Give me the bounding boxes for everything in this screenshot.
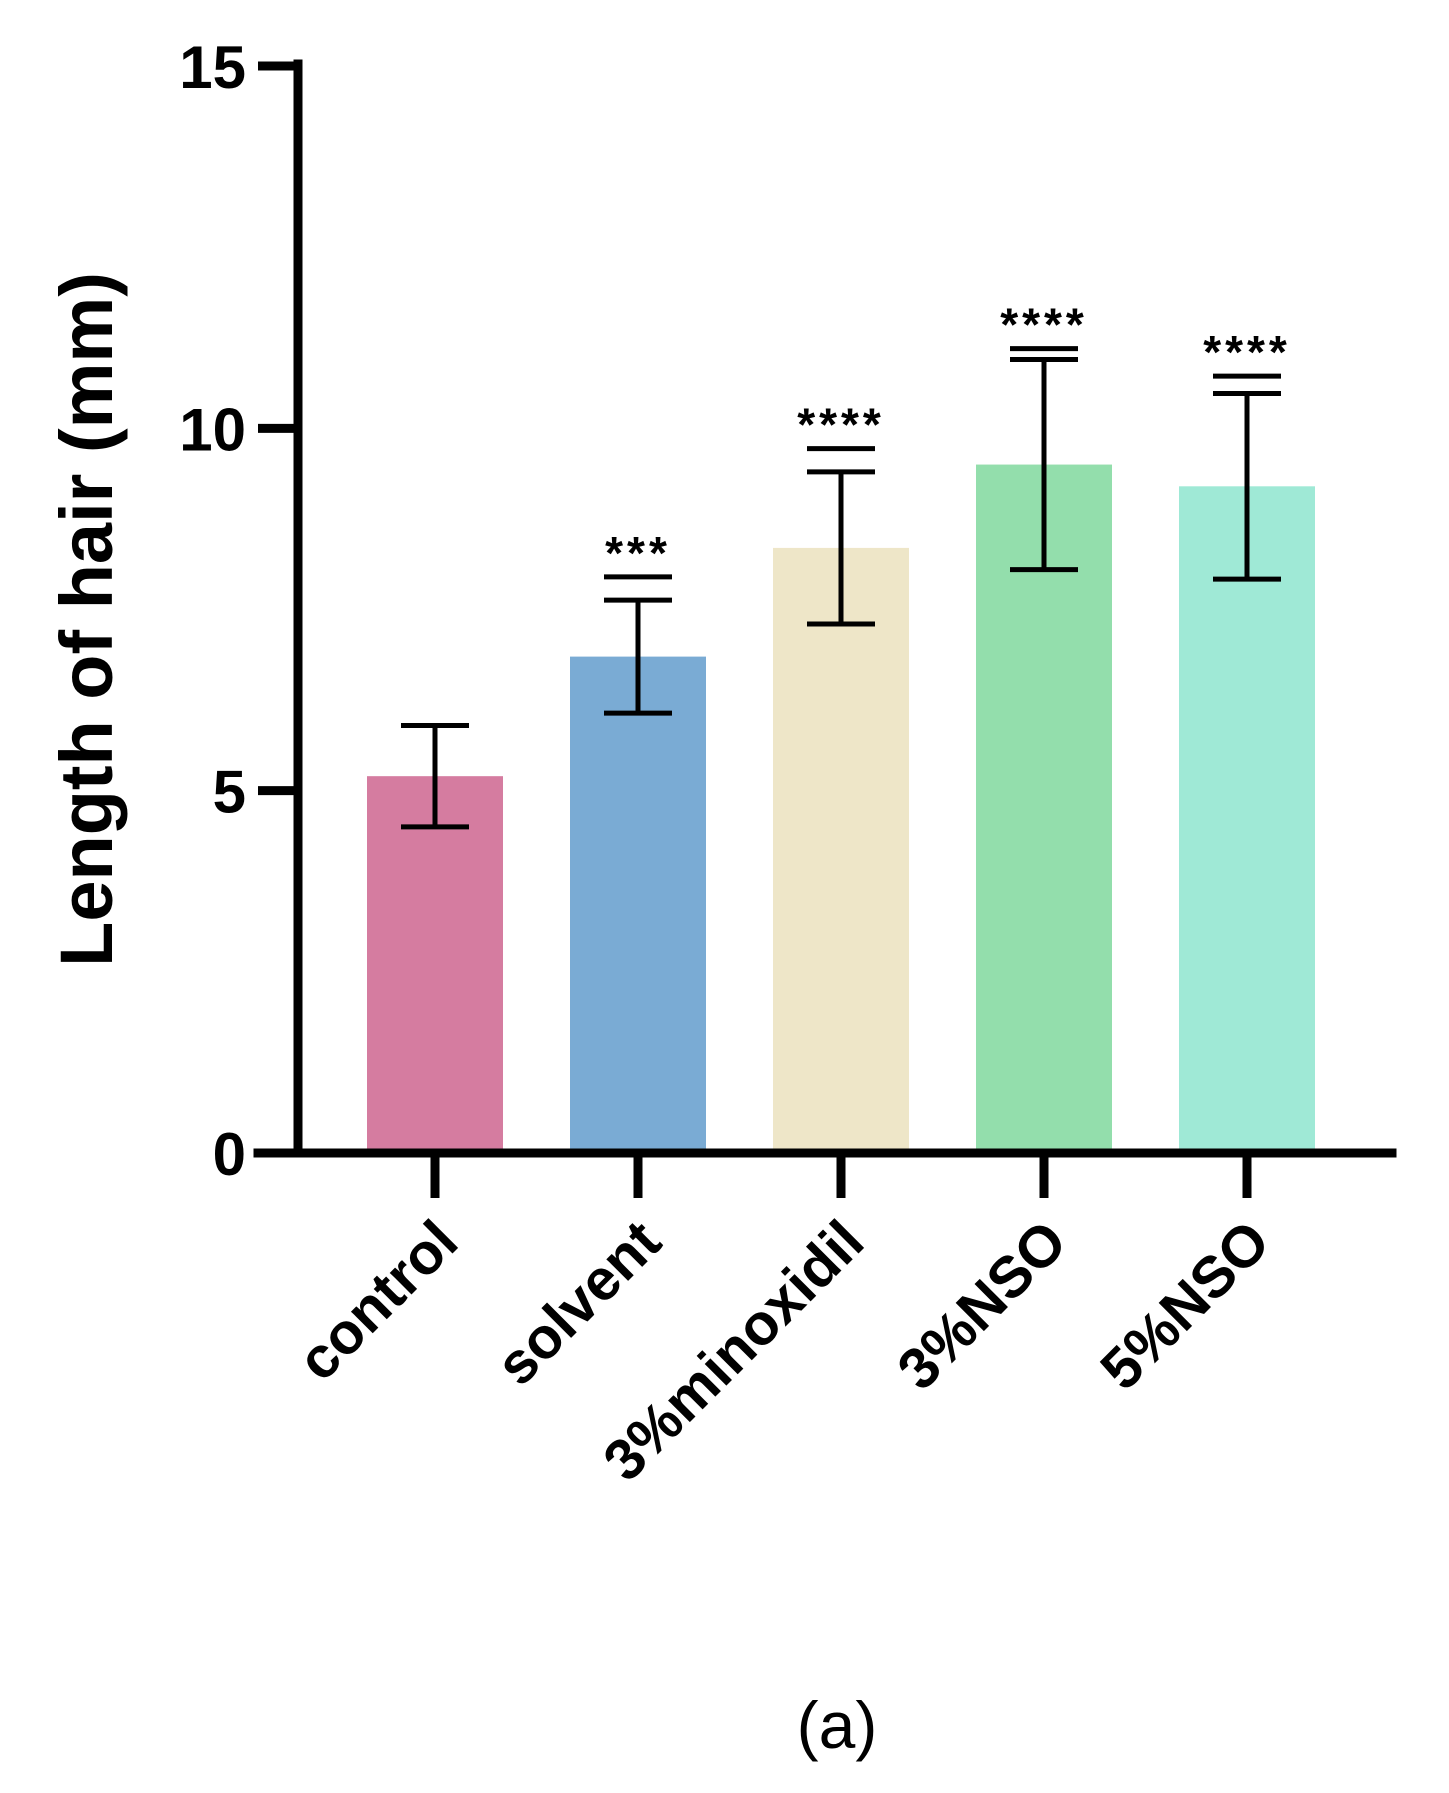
bar-3 [976, 464, 1112, 1154]
bar-4 [1179, 486, 1315, 1154]
x-tick-label-1: solvent [484, 1208, 674, 1398]
error-bars-layer [401, 356, 1281, 830]
bar-0 [367, 776, 503, 1153]
y-tick-label-10: 10 [179, 396, 246, 463]
x-tick-label-0: control [285, 1208, 470, 1393]
y-tick-label-15: 15 [179, 34, 246, 101]
x-tick-label-4: 5%NSO [1088, 1208, 1282, 1402]
significance-label-4: **** [1203, 326, 1291, 378]
significance-label-1: *** [605, 527, 671, 579]
bar-1 [570, 656, 706, 1153]
x-tick-label-3: 3%NSO [885, 1208, 1079, 1402]
bar-2 [773, 547, 909, 1153]
y-tick-label-0: 0 [213, 1121, 246, 1188]
significance-label-2: **** [797, 399, 885, 451]
panel-label: (a) [797, 1688, 878, 1762]
bars-layer [367, 464, 1315, 1154]
axes-layer [253, 59, 1397, 1158]
significance-label-3: **** [1000, 299, 1088, 351]
y-tick-label-5: 5 [213, 759, 246, 826]
y-ticks-layer: 0 5 10 15 [179, 34, 298, 1188]
y-axis-label: Length of hair (mm) [45, 272, 128, 967]
significance-layer: *************** [604, 299, 1291, 580]
